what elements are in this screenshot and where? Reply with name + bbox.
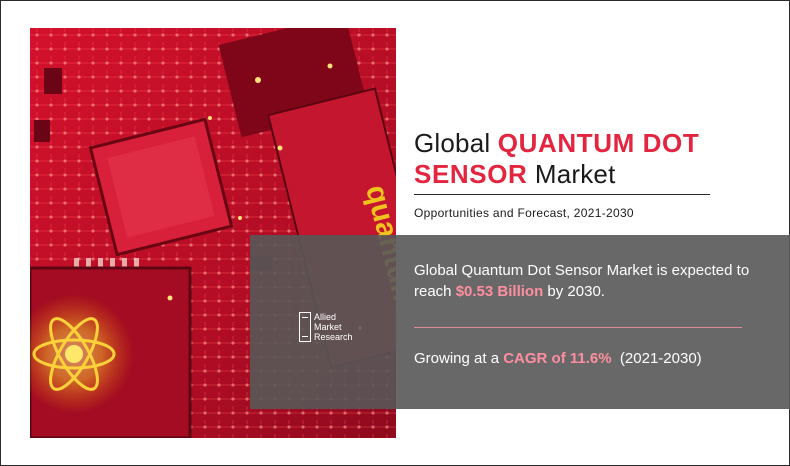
logo-line-2: Market bbox=[314, 322, 342, 332]
market-size-text-before: Global Quantum Dot Sensor Market is expe… bbox=[414, 262, 750, 300]
title-suffix: Market bbox=[527, 159, 616, 189]
title-highlight-2: SENSOR bbox=[414, 159, 528, 189]
title-prefix: Global bbox=[414, 128, 498, 158]
stats-panel bbox=[250, 235, 790, 409]
circuit-board-illustration: quantum bbox=[30, 28, 396, 438]
page-title: Global QUANTUM DOT SENSOR Market bbox=[414, 128, 714, 190]
atom-icon bbox=[32, 317, 116, 391]
growth-period: (2021-2030) bbox=[611, 350, 702, 367]
market-size-text-after: by 2030. bbox=[543, 283, 605, 300]
logo-line-3: Research bbox=[314, 332, 353, 342]
growth-text-before: Growing at a bbox=[414, 350, 504, 367]
logo-mark-icon bbox=[299, 312, 311, 342]
title-divider bbox=[414, 194, 710, 195]
market-size-value: $0.53 Billion bbox=[455, 283, 544, 300]
subtitle: Opportunities and Forecast, 2021-2030 bbox=[414, 206, 634, 220]
allied-market-research-logo: Allied Market Research bbox=[299, 310, 379, 348]
circuit-board-image: quantum bbox=[30, 28, 396, 438]
stats-divider bbox=[414, 327, 742, 328]
market-size-statement: Global Quantum Dot Sensor Market is expe… bbox=[414, 260, 754, 302]
growth-statement: Growing at a CAGR of 11.6% (2021-2030) bbox=[414, 350, 702, 367]
title-highlight-1: QUANTUM DOT bbox=[497, 128, 700, 158]
logo-line-1: Allied bbox=[314, 312, 337, 322]
cagr-value: CAGR of 11.6% bbox=[503, 350, 612, 367]
